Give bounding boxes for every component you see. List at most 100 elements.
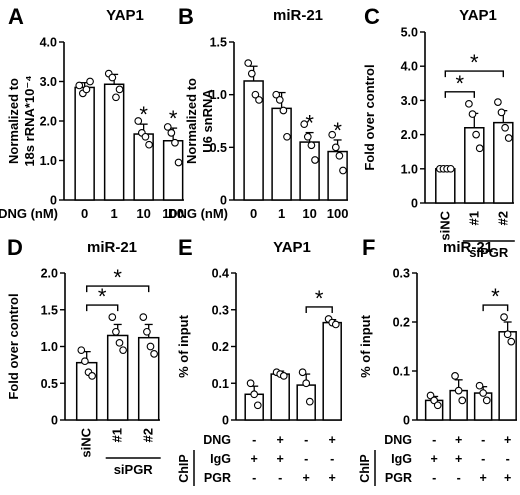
significance-star: * (169, 106, 178, 131)
data-point (475, 144, 484, 153)
data-point (81, 357, 89, 366)
data-point (475, 381, 484, 390)
y-tick-label: 0 (220, 194, 227, 208)
significance-star: * (315, 286, 324, 311)
y-tick-label: 0.1 (393, 365, 410, 379)
y-tick-label: 0.3 (393, 267, 410, 281)
y-tick-label: 0.5 (210, 141, 227, 155)
significance-star: * (305, 111, 314, 136)
x-tick-label: 1 (278, 206, 285, 221)
x-tick-label: siNC (437, 210, 452, 240)
significance-bracket (86, 304, 119, 312)
significance-bracket (86, 285, 150, 293)
data-point (141, 132, 150, 141)
y-tick-label: 0.5 (41, 377, 58, 391)
panel-label: C (364, 4, 380, 29)
bar (271, 107, 292, 201)
data-point (283, 132, 291, 141)
matrix-row-label: IgG (210, 452, 231, 466)
x-tick-label: 1 (111, 206, 118, 221)
x-tick-label: 100 (327, 206, 349, 221)
y-tick-label: 1.5 (210, 36, 227, 50)
bar (322, 321, 342, 421)
data-point (82, 85, 91, 94)
y-axis-label-line1: Normalized to (184, 78, 199, 164)
panel-title: YAP1 (459, 7, 497, 24)
y-tick-label: 1.0 (401, 162, 418, 176)
matrix-sign: + (251, 452, 258, 466)
significance-star: * (470, 50, 479, 75)
x-tick-label: 0 (250, 206, 257, 221)
panel-title: miR-21 (443, 239, 493, 256)
data-point (504, 134, 513, 142)
data-point (250, 390, 259, 399)
y-axis-label: Normalized toU6 snRNA (184, 78, 215, 164)
significance-star: * (98, 284, 107, 309)
data-point (143, 327, 151, 336)
panel-title: miR-21 (87, 239, 137, 256)
matrix-sign: - (252, 433, 256, 447)
bar (270, 373, 290, 421)
data-point (472, 130, 480, 139)
y-tick-label: 0.4 (212, 267, 229, 281)
bar (137, 336, 160, 421)
panel-title: miR-21 (273, 7, 323, 24)
panel-title: YAP1 (106, 7, 144, 24)
data-point (300, 120, 309, 129)
y-axis-label-line2: U6 snRNA (200, 89, 215, 153)
matrix-row-label: PGR (385, 471, 412, 485)
bar (498, 331, 517, 421)
data-point (108, 73, 117, 82)
y-tick-label: 0.1 (212, 377, 229, 391)
y-tick-label: 5.0 (401, 26, 418, 40)
data-point (119, 346, 127, 355)
matrix-row-label: DNG (203, 433, 231, 447)
x-tick-label: 0 (81, 206, 88, 221)
data-point (108, 313, 117, 321)
data-point (246, 379, 255, 388)
data-point (303, 132, 312, 141)
y-tick-label: 0 (51, 414, 58, 428)
data-point (503, 330, 512, 339)
matrix-sign: + (277, 433, 284, 447)
x-axis-label: DNG (nM) (0, 206, 58, 221)
bar (435, 168, 456, 204)
x-tick-label: 10 (136, 206, 150, 221)
y-tick-label: 0 (411, 197, 418, 211)
data-point (150, 350, 158, 358)
data-point (328, 130, 337, 139)
data-point (115, 85, 124, 94)
y-axis-label-line1: Normalized to (6, 78, 21, 164)
data-point (335, 151, 344, 160)
significance-star: * (113, 265, 122, 290)
y-tick-label: 1.0 (41, 340, 58, 354)
y-tick-label: 1.5 (41, 303, 58, 317)
matrix-sign: + (455, 452, 462, 466)
panel-label: A (8, 4, 24, 29)
x-tick-label: #2 (141, 428, 156, 442)
matrix-sign: + (455, 433, 462, 447)
y-tick-label: 0.2 (393, 316, 410, 330)
matrix-row-label: PGR (204, 471, 231, 485)
data-point (307, 141, 316, 150)
matrix-row-label: IgG (391, 452, 412, 466)
x-tick-label: #1 (466, 211, 481, 225)
matrix-sign: - (304, 452, 308, 466)
y-tick-label: 0 (50, 194, 57, 208)
y-tick-label: 4.0 (40, 36, 57, 50)
panel-label: B (178, 4, 194, 29)
y-axis-label: Fold over control (6, 293, 21, 399)
y-axis-label: % of input (358, 314, 373, 377)
data-point (251, 90, 260, 99)
x-tick-label: 100 (162, 206, 184, 221)
bar (299, 141, 320, 201)
y-tick-label: 0 (403, 414, 410, 428)
data-point (446, 164, 455, 173)
data-point (500, 313, 508, 321)
data-point (482, 396, 491, 405)
matrix-sign: + (277, 452, 284, 466)
significance-star: * (333, 118, 342, 143)
